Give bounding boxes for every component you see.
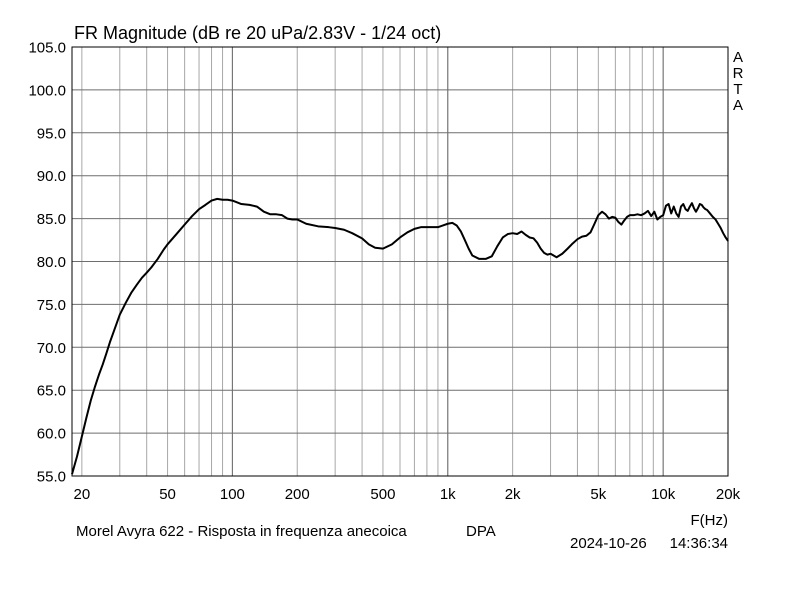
y-tick-label: 65.0 xyxy=(37,383,66,400)
plot-frame xyxy=(71,46,729,477)
measurement-date: 2024-10-26 xyxy=(570,535,647,552)
caption-text: Morel Avyra 622 - Risposta in frequenza … xyxy=(76,523,407,540)
x-tick-label: 5k xyxy=(590,486,606,503)
x-tick-label: 50 xyxy=(159,486,176,503)
y-tick-label: 55.0 xyxy=(37,469,66,486)
x-tick-label: 2k xyxy=(505,486,521,503)
arta-side-label: A R T A xyxy=(733,49,744,114)
series-line-fr-magnitude xyxy=(71,197,729,475)
x-tick-label: 500 xyxy=(370,486,395,503)
y-tick-label: 85.0 xyxy=(37,211,66,228)
chart-title: FR Magnitude (dB re 20 uPa/2.83V - 1/24 … xyxy=(74,23,441,43)
y-tick-label: 60.0 xyxy=(37,426,66,443)
measurement-time: 14:36:34 xyxy=(670,535,728,552)
side-label-letter: A xyxy=(733,49,743,66)
y-tick-label: 105.0 xyxy=(28,40,66,57)
side-label-letter: R xyxy=(733,65,744,82)
y-tick-label: 95.0 xyxy=(37,125,66,142)
caption-code: DPA xyxy=(466,523,496,540)
x-tick-label: 20k xyxy=(716,486,741,503)
y-tick-label: 100.0 xyxy=(28,82,66,99)
x-tick-label: 20 xyxy=(74,486,91,503)
side-label-letter: A xyxy=(733,97,743,114)
x-tick-label: 200 xyxy=(285,486,310,503)
y-tick-label: 70.0 xyxy=(37,340,66,357)
side-label-letter: T xyxy=(733,81,742,98)
x-tick-label: 100 xyxy=(220,486,245,503)
y-tick-label: 80.0 xyxy=(37,254,66,271)
y-tick-labels: 105.0 100.0 95.0 90.0 85.0 80.0 75.0 70.0 65.0 60… xyxy=(28,40,66,486)
x-tick-label: 1k xyxy=(440,486,456,503)
y-tick-label: 90.0 xyxy=(37,168,66,185)
x-tick-labels: 20 50 100 200 500 1k 2k 5k 10k 20k xyxy=(74,486,741,503)
y-tick-label: 75.0 xyxy=(37,297,66,314)
x-axis-label: F(Hz) xyxy=(691,512,729,529)
x-tick-label: 10k xyxy=(651,486,676,503)
